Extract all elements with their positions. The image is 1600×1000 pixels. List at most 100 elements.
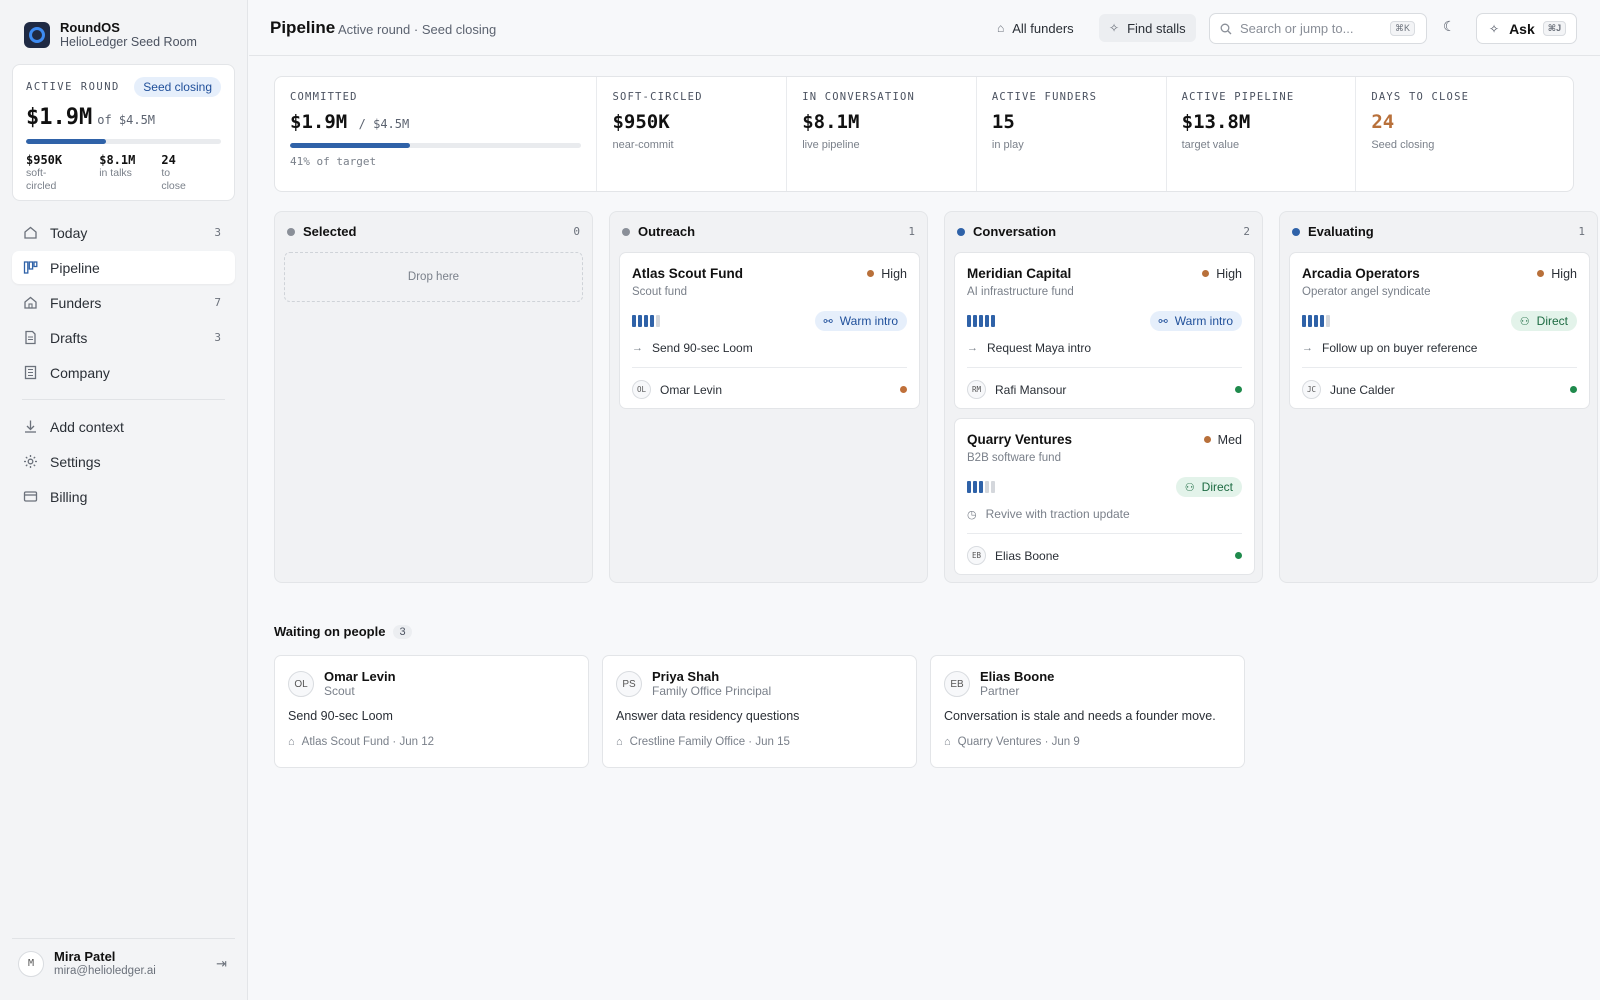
all-funders-button[interactable]: ⌂ All funders — [987, 14, 1084, 42]
user-email: mira@helioledger.ai — [54, 964, 156, 977]
relationship-strength-meter — [632, 315, 662, 327]
strength-bar — [967, 481, 971, 493]
active-round-card[interactable]: ACTIVE ROUND Seed closing $1.9M of $4.5M… — [12, 64, 235, 201]
metric-sub: target value — [1181, 139, 1240, 151]
column-count: 1 — [908, 225, 915, 238]
pipeline-column-selected: Selected 0 Drop here — [274, 211, 593, 583]
search-input[interactable] — [1240, 21, 1390, 36]
funder-card[interactable]: Arcadia Operators High Operator angel synd… — [1289, 252, 1590, 409]
tag-label: Direct — [1536, 314, 1568, 328]
waiting-task: Conversation is stale and needs a founde… — [944, 709, 1216, 723]
sparkle-icon: ✧ — [1489, 21, 1500, 36]
person-role: Partner — [980, 684, 1020, 698]
next-action[interactable]: → Follow up on buyer reference — [1302, 340, 1577, 356]
waiting-card[interactable]: EB Elias Boone Partner Conversation is stal… — [930, 655, 1245, 768]
round-target: of $4.5M — [97, 113, 156, 127]
card-footer: RM Rafi Mansour — [967, 367, 1242, 399]
search-box[interactable]: ⌘K — [1209, 13, 1427, 44]
priority-label: High — [881, 266, 907, 281]
sidebar-item-pipeline[interactable]: Pipeline — [12, 251, 235, 284]
arrow-right-icon: → — [632, 342, 643, 354]
metric-in-conversation: IN CONVERSATION $8.1M live pipeline — [787, 77, 977, 191]
priority-badge: High — [1202, 267, 1242, 281]
round-stat: $950K soft-circled — [26, 154, 73, 193]
person-icon: ⚇ — [1519, 315, 1530, 328]
sidebar-item-label: Funders — [50, 294, 102, 311]
sidebar-item-count: 3 — [214, 226, 221, 239]
user-profile[interactable]: M Mira Patel mira@helioledger.ai ⇥ — [12, 938, 235, 988]
metric-value-text: $8.1M — [802, 111, 860, 133]
strength-bar — [656, 315, 660, 327]
metric-value-text: $950K — [612, 111, 670, 133]
metric-label: DAYS TO CLOSE — [1371, 91, 1470, 103]
metric-value: $8.1M — [802, 111, 961, 133]
waiting-card[interactable]: OL Omar Levin Scout Send 90-sec Loom ⌂ Atlas … — [274, 655, 589, 768]
metric-label: COMMITTED — [290, 91, 358, 103]
ask-button[interactable]: ✧ Ask ⌘J — [1476, 13, 1577, 44]
waiting-card[interactable]: PS Priya Shah Family Office Principal Answe… — [602, 655, 917, 768]
metric-value: $13.8M — [1182, 111, 1341, 133]
column-count: 2 — [1243, 225, 1250, 238]
funder-card[interactable]: Atlas Scout Fund High Scout fund ⚯ Warm intr… — [619, 252, 920, 409]
next-action[interactable]: → Request Maya intro — [967, 340, 1242, 356]
dark-mode-toggle[interactable]: ☾ — [1443, 18, 1456, 35]
strength-bar — [1302, 315, 1306, 327]
funder-card[interactable]: Meridian Capital High AI infrastructure fu… — [954, 252, 1255, 409]
sidebar-item-funders[interactable]: Funders 7 — [12, 286, 235, 319]
next-action-label: Follow up on buyer reference — [1322, 341, 1478, 355]
column-count: 0 — [573, 225, 580, 238]
tag-label: Warm intro — [839, 314, 898, 328]
owner-name: Omar Levin — [660, 382, 723, 397]
logout-icon[interactable]: ⇥ — [216, 955, 227, 971]
waiting-count: 3 — [393, 624, 412, 639]
funder-type: AI infrastructure fund — [967, 286, 1074, 298]
next-action-label: Request Maya intro — [987, 341, 1092, 355]
metric-label: IN CONVERSATION — [802, 91, 916, 103]
funder-card[interactable]: Quarry Ventures Med B2B software fund ⚇ Dire… — [954, 418, 1255, 575]
strength-bar — [985, 481, 989, 493]
nav-divider — [22, 399, 225, 400]
committed-progress-bar — [290, 143, 582, 148]
drop-zone[interactable]: Drop here — [284, 252, 583, 302]
priority-badge: Med — [1203, 433, 1242, 447]
owner-avatar: JC — [1302, 380, 1321, 399]
waiting-title: Waiting on people — [274, 624, 386, 639]
avatar: OL — [288, 671, 314, 697]
gear-icon — [22, 454, 38, 470]
find-stalls-button[interactable]: ✧ Find stalls — [1099, 14, 1196, 42]
direct-tag: ⚇ Direct — [1175, 477, 1242, 497]
sidebar: RoundOS HelioLedger Seed Room ACTIVE ROU… — [0, 0, 248, 1000]
sidebar-item-today[interactable]: Today 3 — [12, 216, 235, 249]
link-icon: ⚯ — [1158, 315, 1168, 328]
status-dot-icon — [1235, 552, 1242, 559]
priority-dot-icon — [1537, 270, 1545, 277]
sidebar-item-label: Pipeline — [50, 259, 100, 276]
search-icon — [1220, 23, 1232, 34]
owner-avatar: EB — [967, 546, 986, 565]
sidebar-item-add-context[interactable]: Add context — [12, 410, 235, 443]
pipeline-column-outreach: Outreach 1 Atlas Scout Fund High Scout fund ⚯… — [609, 211, 928, 583]
pipeline-column-evaluating: Evaluating 1 Arcadia Operators High Operator… — [1279, 211, 1598, 583]
topbar: Pipeline Active round · Seed closing ⌂ A… — [249, 0, 1600, 56]
brand[interactable]: RoundOS HelioLedger Seed Room — [24, 20, 197, 50]
home-icon — [22, 225, 38, 241]
metric-soft-circled: SOFT-CIRCLED $950K near-commit — [597, 77, 788, 191]
sidebar-item-billing[interactable]: Billing — [12, 480, 235, 513]
priority-dot-icon — [867, 270, 875, 277]
sidebar-item-drafts[interactable]: Drafts 3 — [12, 321, 235, 354]
person-role: Scout — [324, 684, 355, 698]
stage-dot-icon — [1292, 227, 1300, 236]
funder-type: Operator angel syndicate — [1302, 286, 1431, 298]
pipeline-column-conversation: Conversation 2 Meridian Capital High AI infr… — [944, 211, 1263, 583]
metric-value: $1.9M / $4.5M — [290, 111, 581, 133]
sidebar-item-company[interactable]: Company — [12, 356, 235, 389]
priority-badge: High — [1537, 267, 1577, 281]
next-action[interactable]: → Send 90-sec Loom — [632, 340, 907, 356]
metric-sub: near-commit — [612, 139, 674, 151]
metric-active-funders: ACTIVE FUNDERS 15 in play — [977, 77, 1167, 191]
all-funders-label: All funders — [1012, 20, 1074, 36]
next-action[interactable]: ◷ Revive with traction update — [967, 506, 1242, 522]
metric-target: / $4.5M — [358, 117, 410, 131]
sidebar-item-settings[interactable]: Settings — [12, 445, 235, 478]
priority-badge: High — [867, 267, 907, 281]
